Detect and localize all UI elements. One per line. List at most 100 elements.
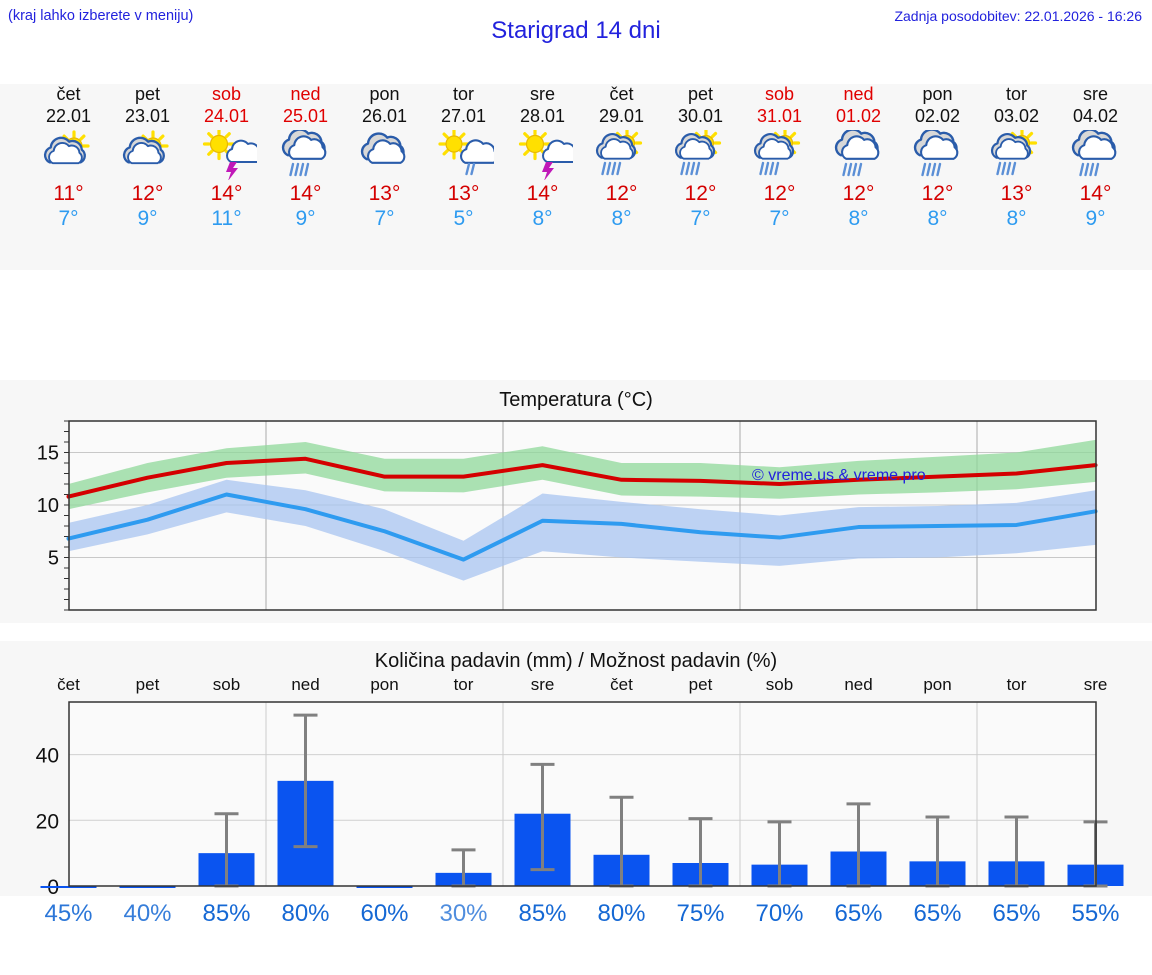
precipitation-probability-label: 60% (360, 900, 409, 927)
day-date-label: 31.01 (756, 106, 803, 126)
day-of-week-label: sob (764, 84, 795, 104)
sun-cloud-rain-icon (582, 129, 661, 181)
precipitation-day-label: pon (923, 675, 952, 694)
day-of-week-label: sre (1082, 84, 1108, 104)
day-of-week-label: ned (843, 84, 874, 104)
max-temperature-value: 12° (921, 182, 954, 205)
min-temperature-value: 7° (374, 207, 395, 230)
precipitation-probability-label: 65% (992, 900, 1041, 927)
precipitation-probability-label: 75% (676, 900, 725, 927)
day-of-week-label: pon (369, 84, 400, 104)
min-temperature-value: 8° (1006, 207, 1027, 230)
temperature-chart-panel: Temperatura (°C) (0, 380, 1152, 623)
day-column[interactable]: sob 31.01 12° 7° (740, 84, 819, 231)
precipitation-day-label: sre (530, 675, 555, 694)
day-date-label: 28.01 (519, 106, 566, 126)
max-temperature-value: 12° (131, 182, 164, 205)
day-column[interactable]: čet 22.01 11° 7° (29, 84, 108, 231)
min-temperature-value: 7° (58, 207, 79, 230)
watermark-text: © vreme.us & vreme.pro (752, 467, 926, 484)
day-of-week-label: ned (290, 84, 321, 104)
day-date-label: 30.01 (677, 106, 724, 126)
day-column[interactable]: sob 24.01 14° 11° (187, 84, 266, 231)
sun-cloud-thunder-icon (503, 129, 582, 181)
max-temperature-value: 14° (526, 182, 559, 205)
day-of-week-label: tor (1005, 84, 1027, 104)
min-temperature-value: 9° (1085, 207, 1106, 230)
day-column[interactable]: čet 29.01 12° 8° (582, 84, 661, 231)
precipitation-day-label: tor (453, 675, 474, 694)
day-date-label: 01.02 (835, 106, 882, 126)
daily-forecast-strip: čet 22.01 11° 7° pet 23.01 12° 9° sob 24.01 14° 11°… (0, 84, 1152, 270)
sun-cloud-rain-light-icon (424, 129, 503, 181)
day-of-week-label: pet (134, 84, 161, 104)
day-column[interactable]: tor 27.01 13° 5° (424, 84, 503, 231)
precipitation-probability-label: 65% (913, 900, 962, 927)
day-column[interactable]: pon 26.01 13° 7° (345, 84, 424, 231)
sun-cloud-icon (29, 129, 108, 181)
sun-cloud-thunder-icon (187, 129, 266, 181)
precipitation-day-label: ned (291, 675, 320, 694)
temperature-chart-title: Temperatura (°C) (499, 389, 653, 411)
day-date-label: 24.01 (203, 106, 250, 126)
day-date-label: 26.01 (361, 106, 408, 126)
precipitation-day-label: čet (610, 675, 633, 694)
max-temperature-value: 13° (1000, 182, 1033, 205)
day-of-week-label: čet (609, 84, 634, 104)
precipitation-probability-label: 85% (518, 900, 567, 927)
cloud-rain-icon (266, 129, 345, 181)
day-column[interactable]: ned 25.01 14° 9° (266, 84, 345, 231)
day-date-label: 02.02 (914, 106, 961, 126)
precipitation-day-label: ned (844, 675, 873, 694)
precipitation-probability-label: 65% (834, 900, 883, 927)
min-temperature-value: 11° (211, 207, 242, 230)
min-temperature-value: 8° (532, 207, 553, 230)
max-temperature-value: 11° (53, 182, 84, 205)
min-temperature-value: 9° (295, 207, 316, 230)
sun-cloud-rain-icon (977, 129, 1056, 181)
page-title: Starigrad 14 dni (491, 17, 661, 44)
day-column[interactable]: pon 02.02 12° 8° (898, 84, 977, 231)
precipitation-probability-label: 70% (755, 900, 804, 927)
day-column[interactable]: ned 01.02 12° 8° (819, 84, 898, 231)
max-temperature-value: 14° (210, 182, 243, 205)
day-date-label: 22.01 (45, 106, 92, 126)
day-column[interactable]: sre 28.01 14° 8° (503, 84, 582, 231)
precipitation-day-label: sre (1083, 675, 1108, 694)
day-of-week-label: pon (922, 84, 953, 104)
precipitation-probability-label: 45% (44, 900, 93, 927)
precipitation-day-label: pet (135, 675, 160, 694)
day-of-week-label: sre (529, 84, 555, 104)
day-column[interactable]: sre 04.02 14° 9° (1056, 84, 1135, 231)
precipitation-probability-label: 80% (281, 900, 330, 927)
day-date-label: 03.02 (993, 106, 1040, 126)
day-column[interactable]: tor 03.02 13° 8° (977, 84, 1056, 231)
day-column[interactable]: pet 23.01 12° 9° (108, 84, 187, 231)
sun-cloud-rain-icon (661, 129, 740, 181)
day-date-label: 04.02 (1072, 106, 1119, 126)
max-temperature-value: 12° (842, 182, 875, 205)
min-temperature-value: 8° (927, 207, 948, 230)
precipitation-day-label: tor (1006, 675, 1027, 694)
precipitation-day-label: pet (688, 675, 713, 694)
cloud-rain-icon (898, 129, 977, 181)
day-column[interactable]: pet 30.01 12° 7° (661, 84, 740, 231)
sun-cloud-rain-icon (740, 129, 819, 181)
precipitation-probability-label: 80% (597, 900, 646, 927)
cloud-rain-icon (1056, 129, 1135, 181)
precipitation-probability-label: 55% (1071, 900, 1120, 927)
cloud-rain-icon (819, 129, 898, 181)
min-temperature-value: 9° (137, 207, 158, 230)
day-date-label: 27.01 (440, 106, 487, 126)
day-of-week-label: čet (56, 84, 81, 104)
precipitation-day-labels: čet pet sob ned pon tor sre čet pet sob ned pon tor s… (0, 675, 1152, 697)
precipitation-chart-title: Količina padavin (mm) / Možnost padavin … (374, 650, 778, 672)
precipitation-probability-label: 30% (439, 900, 488, 927)
day-date-label: 29.01 (598, 106, 645, 126)
max-temperature-value: 12° (763, 182, 796, 205)
precipitation-percent-row: 45% 40% 85% 80% 60% 30% 85% 80% 75% 70% 65% 65% 65% 5… (0, 900, 1152, 945)
sun-cloud-icon (108, 129, 187, 181)
menu-hint-text: (kraj lahko izberete v meniju) (8, 8, 194, 24)
max-temperature-value: 14° (289, 182, 322, 205)
day-date-label: 25.01 (282, 106, 329, 126)
